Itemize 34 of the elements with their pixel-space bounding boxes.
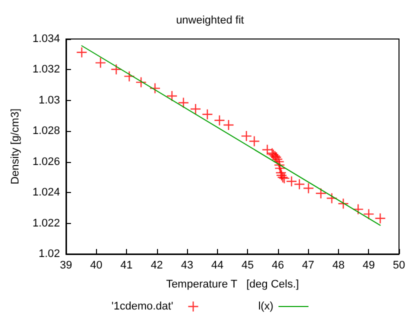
point bbox=[178, 98, 188, 108]
legend-label: '1cdemo.dat' bbox=[112, 300, 174, 312]
point bbox=[303, 183, 314, 194]
y-tick-label: 1.026 bbox=[32, 156, 60, 168]
x-tick-label: 41 bbox=[120, 260, 133, 272]
y-tick-label: 1.022 bbox=[32, 217, 60, 230]
chart-title: unweighted fit bbox=[176, 14, 244, 26]
x-tick-label: 42 bbox=[150, 260, 163, 272]
x-tick-label: 47 bbox=[302, 260, 314, 272]
point bbox=[294, 179, 304, 190]
point bbox=[316, 188, 326, 198]
point bbox=[76, 47, 87, 58]
point bbox=[96, 58, 106, 68]
x-tick-label: 39 bbox=[60, 260, 72, 272]
point bbox=[364, 209, 374, 220]
x-tick-label: 46 bbox=[272, 260, 284, 272]
point bbox=[249, 136, 260, 146]
x-tick-label: 49 bbox=[362, 260, 375, 272]
y-tick-label: 1.034 bbox=[32, 33, 60, 45]
x-tick-label: 50 bbox=[392, 260, 406, 272]
x-tick-label: 44 bbox=[211, 260, 224, 272]
x-tick-label: 48 bbox=[332, 260, 345, 272]
y-tick-label: 1.024 bbox=[32, 186, 60, 199]
y-tick-label: 1.032 bbox=[32, 64, 60, 76]
x-tick-label: 45 bbox=[242, 260, 254, 272]
y-tick-label: 1.02 bbox=[38, 248, 60, 260]
legend-label: l(x) bbox=[258, 300, 274, 312]
point bbox=[375, 213, 386, 224]
x-axis-title: Temperature T [deg Cels.] bbox=[166, 278, 299, 290]
x-tick-label: 43 bbox=[180, 260, 194, 272]
y-tick-label: 1.03 bbox=[38, 94, 60, 106]
y-axis-title: Density [g/cm3] bbox=[10, 108, 22, 184]
x-tick-label: 40 bbox=[90, 260, 102, 272]
y-tick-label: 1.028 bbox=[32, 125, 60, 138]
